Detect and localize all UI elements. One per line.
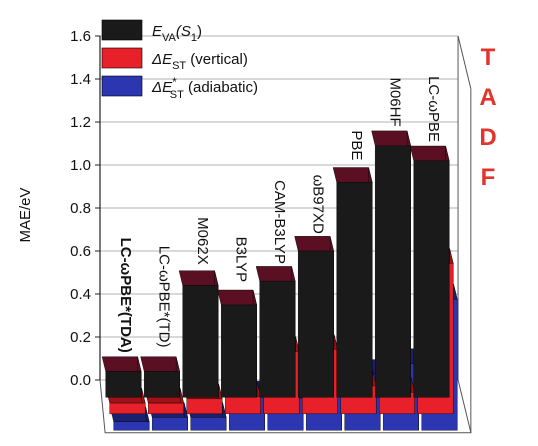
category-label: B3LYP: [233, 237, 250, 283]
category-label: M06HF: [387, 77, 404, 126]
legend-swatch: [101, 19, 143, 41]
bar-top: [409, 145, 450, 162]
bar: [371, 130, 411, 398]
annotation-letter: A: [479, 84, 496, 111]
y-tick-label: 0.2: [70, 329, 91, 346]
bar: [409, 145, 450, 398]
y-axis-label: MAE/eV: [17, 187, 34, 242]
bar-front: [413, 160, 450, 398]
bar: [294, 236, 334, 398]
bar-front: [190, 417, 227, 431]
bar-top: [255, 266, 296, 282]
legend-swatch: [101, 47, 143, 69]
bar-top: [101, 356, 142, 372]
bar: [178, 270, 219, 398]
floor-edge: [99, 379, 472, 434]
y-tick-label: 1.0: [70, 157, 91, 174]
bar: [332, 167, 373, 398]
bar-front: [113, 421, 150, 431]
category-label: ωB97XD: [310, 175, 327, 234]
bar-front: [109, 402, 146, 414]
annotation-letter: D: [479, 124, 496, 151]
annotation-letter: F: [481, 164, 496, 191]
bar-front: [224, 396, 261, 414]
labels-layer: LC-ωPBE*(TDA) LC-ωPBE*(TD) M062X B3LYP CAM-B…: [117, 76, 442, 353]
bar: [217, 289, 257, 398]
category-label: CAM-B3LYP: [271, 180, 288, 264]
bar-top: [371, 130, 411, 147]
category-label: LC-ωPBE: [425, 76, 442, 142]
bar-front: [336, 182, 373, 398]
bar: [255, 266, 296, 398]
bar-front: [105, 371, 142, 398]
bar-front: [186, 398, 223, 414]
y-tick-label: 0.0: [70, 372, 91, 389]
bars-layer: [101, 130, 458, 431]
y-tick-label: 1.2: [70, 114, 91, 131]
bar-front: [182, 285, 219, 398]
grid-layer: [99, 35, 472, 434]
category-label: PBE: [348, 130, 365, 160]
annotation-letter: T: [481, 44, 496, 71]
bar: [140, 356, 180, 398]
y-tick-label: 0.4: [70, 286, 91, 303]
legend-label: EVA(S1): [152, 23, 202, 44]
bar-front: [151, 417, 188, 431]
wall-edge: [457, 35, 472, 89]
bar-front: [220, 304, 257, 398]
axis-layer: 0.0 0.2 0.4 0.6 0.8 1.0 1.2 1.4 1.6 MAE/eV: [17, 28, 101, 389]
legend-label: ΔE* ST (adiabatic): [151, 75, 258, 101]
bar-top: [294, 236, 334, 252]
bar-top: [140, 356, 180, 372]
bar-front: [375, 145, 411, 398]
bar-top: [178, 270, 219, 286]
bar-front: [143, 371, 180, 398]
category-label: LC-ωPBE*(TDA): [117, 238, 134, 353]
legend: EVA(S1) ΔEST (vertical) ΔE* ST (adiabatic): [101, 19, 258, 101]
bar: [101, 356, 142, 398]
y-tick-label: 0.8: [70, 200, 91, 217]
bar-front: [298, 250, 334, 398]
bar-front: [259, 281, 296, 398]
bar-front: [147, 402, 184, 414]
y-tick-label: 1.4: [70, 71, 91, 88]
category-label: LC-ωPBE*(TD): [156, 246, 173, 348]
legend-swatch: [101, 75, 143, 97]
bar-top: [332, 167, 373, 183]
bar-top: [217, 289, 257, 306]
legend-label: ΔEST (vertical): [151, 51, 248, 72]
y-tick-label: 1.6: [70, 28, 91, 45]
category-label: M062X: [194, 217, 211, 265]
y-tick-label: 0.6: [70, 243, 91, 260]
